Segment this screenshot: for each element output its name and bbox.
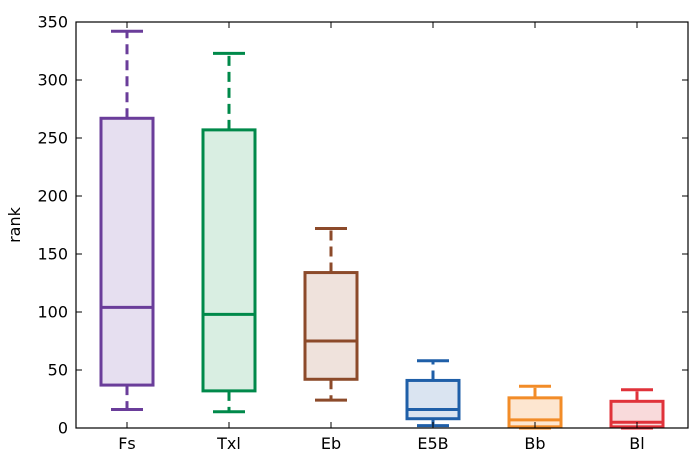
y-tick-label: 250 xyxy=(37,129,68,148)
y-tick-label: 350 xyxy=(37,13,68,32)
box-e5b xyxy=(405,359,461,428)
box-txl xyxy=(201,51,257,414)
y-tick-label: 150 xyxy=(37,245,68,264)
box-iqr xyxy=(99,116,155,387)
y-axis: 0 50 100 150 200 250 300 350 xyxy=(37,13,688,438)
plot-marks xyxy=(99,29,665,430)
plot-frame xyxy=(75,21,689,429)
box-iqr xyxy=(405,378,461,421)
box-iqr xyxy=(303,271,359,381)
x-axis: Fs Txl Eb E5B Bb Bl xyxy=(118,22,645,453)
x-tick-label: Eb xyxy=(321,434,341,453)
box-bb xyxy=(507,384,563,430)
y-tick-label: 0 xyxy=(58,419,68,438)
x-tick-label: Fs xyxy=(118,434,136,453)
y-axis-label: rank xyxy=(5,206,24,243)
y-tick-label: 200 xyxy=(37,187,68,206)
x-tick-label: Txl xyxy=(216,434,241,453)
x-tick-label: E5B xyxy=(417,434,448,453)
y-tick-label: 50 xyxy=(48,361,68,380)
box-fs xyxy=(99,29,155,411)
y-tick-label: 100 xyxy=(37,303,68,322)
x-tick-label: Bb xyxy=(524,434,545,453)
box-eb xyxy=(303,226,359,402)
x-tick-label: Bl xyxy=(629,434,644,453)
y-tick-label: 300 xyxy=(37,71,68,90)
box-iqr xyxy=(201,128,257,393)
